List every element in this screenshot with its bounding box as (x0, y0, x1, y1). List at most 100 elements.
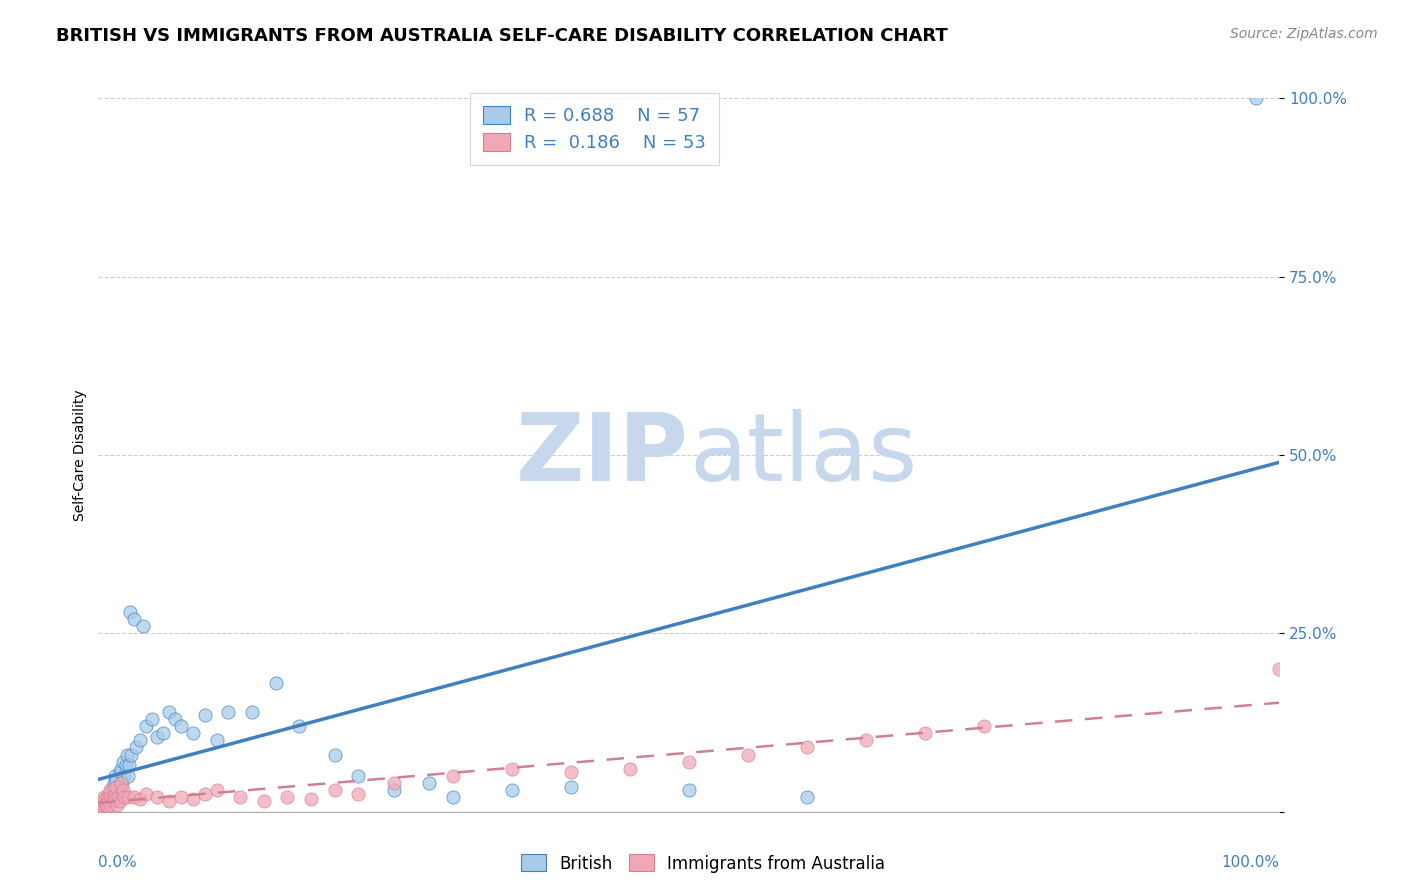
Point (101, 780, 124, 794)
Point (111, 787, 134, 801)
Point (97, 796, 120, 810)
Point (108, 765, 131, 780)
Point (855, 733, 877, 747)
Point (118, 758, 141, 772)
Point (125, 740, 148, 755)
Point (97, 794, 120, 808)
Point (98, 787, 121, 801)
Point (96, 799, 118, 814)
Point (96, 790, 118, 805)
Point (382, 776, 405, 790)
Point (737, 747, 759, 762)
Point (101, 794, 124, 808)
Legend: R = 0.688    N = 57, R =  0.186    N = 53: R = 0.688 N = 57, R = 0.186 N = 53 (470, 93, 718, 165)
Point (110, 776, 132, 790)
Point (347, 769, 370, 783)
Point (299, 792, 322, 806)
Point (276, 790, 298, 805)
Point (560, 765, 582, 780)
Point (288, 719, 311, 733)
Point (120, 605, 142, 619)
Point (112, 790, 135, 805)
Point (107, 790, 129, 805)
Text: BRITISH VS IMMIGRANTS FROM AUSTRALIA SELF-CARE DISABILITY CORRELATION CHART: BRITISH VS IMMIGRANTS FROM AUSTRALIA SEL… (56, 27, 948, 45)
Point (441, 769, 464, 783)
Point (107, 787, 129, 801)
Point (194, 787, 217, 801)
Point (501, 783, 523, 797)
Point (105, 772, 128, 787)
Point (114, 758, 136, 772)
Point (100, 790, 122, 805)
Text: atlas: atlas (689, 409, 917, 501)
Point (914, 726, 936, 740)
Point (382, 783, 405, 797)
Point (1244, 91, 1267, 105)
Point (323, 747, 346, 762)
Point (619, 762, 641, 776)
Point (103, 783, 125, 797)
Point (89, 801, 111, 815)
Point (105, 783, 128, 797)
Point (240, 705, 263, 719)
Point (105, 790, 128, 805)
Point (135, 787, 157, 801)
Point (111, 776, 134, 790)
Point (152, 726, 174, 740)
Text: 100.0%: 100.0% (1222, 855, 1279, 870)
Point (170, 719, 193, 733)
Point (678, 755, 700, 769)
Point (100, 790, 122, 805)
Point (347, 787, 370, 801)
Point (205, 733, 228, 747)
Point (1268, 662, 1291, 676)
Point (112, 769, 135, 783)
Point (128, 733, 150, 747)
Point (96, 790, 118, 805)
Point (181, 792, 204, 806)
Point (253, 794, 276, 808)
Point (796, 740, 818, 755)
Point (560, 780, 582, 794)
Point (441, 790, 464, 805)
Point (98, 790, 121, 805)
Legend: British, Immigrants from Australia: British, Immigrants from Australia (515, 847, 891, 880)
Point (104, 792, 127, 806)
Point (117, 769, 139, 783)
Point (112, 783, 135, 797)
Point (122, 612, 145, 626)
Point (170, 790, 193, 805)
Y-axis label: Self-Care Disability: Self-Care Disability (73, 389, 87, 521)
Point (146, 730, 169, 744)
Point (135, 719, 157, 733)
Point (323, 783, 346, 797)
Point (157, 794, 180, 808)
Point (94, 796, 117, 810)
Point (93, 797, 115, 812)
Point (121, 747, 143, 762)
Point (105, 797, 128, 812)
Point (205, 783, 228, 797)
Point (98, 797, 121, 812)
Point (98, 794, 121, 808)
Point (165, 712, 187, 726)
Text: ZIP: ZIP (516, 409, 689, 501)
Point (181, 726, 204, 740)
Point (122, 790, 145, 805)
Point (98, 783, 121, 797)
Point (90, 799, 112, 814)
Point (117, 790, 139, 805)
Point (94, 794, 117, 808)
Point (973, 719, 995, 733)
Point (418, 776, 440, 790)
Point (108, 794, 131, 808)
Text: Source: ZipAtlas.com: Source: ZipAtlas.com (1230, 27, 1378, 41)
Point (128, 792, 150, 806)
Point (104, 769, 127, 783)
Point (100, 783, 122, 797)
Point (101, 787, 124, 801)
Point (678, 783, 700, 797)
Point (796, 790, 818, 805)
Point (103, 789, 125, 803)
Point (194, 708, 217, 723)
